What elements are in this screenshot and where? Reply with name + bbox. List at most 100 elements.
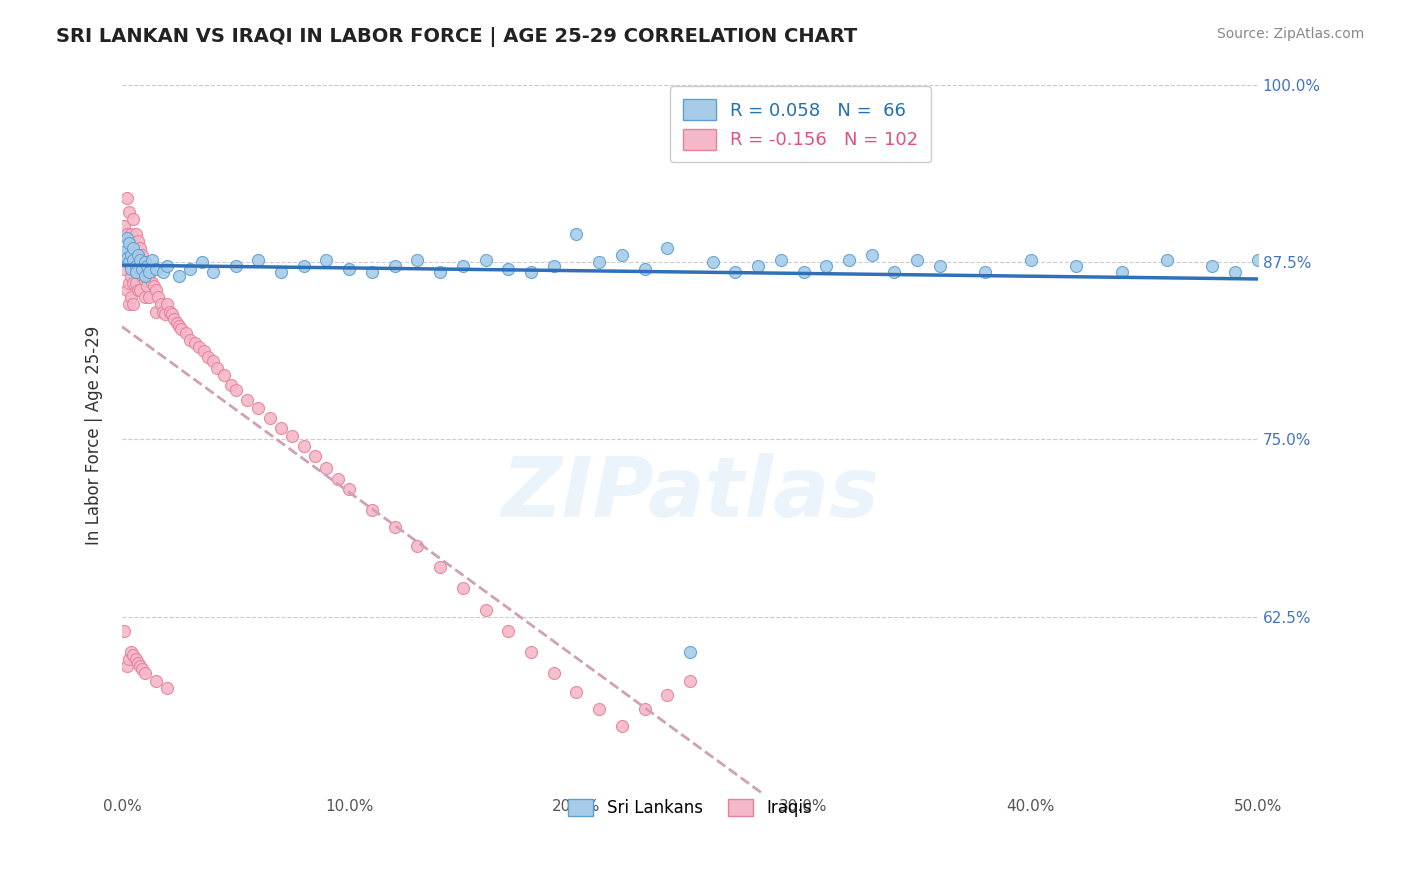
Point	[384, 520, 406, 534]
Point	[136, 259, 159, 273]
Text: SRI LANKAN VS IRAQI IN LABOR FORCE | AGE 25-29 CORRELATION CHART: SRI LANKAN VS IRAQI IN LABOR FORCE | AGE…	[56, 27, 858, 46]
Point	[120, 248, 142, 262]
Point	[134, 273, 156, 287]
Point	[129, 262, 152, 277]
Point	[270, 421, 292, 435]
Point	[1201, 259, 1223, 273]
Point	[134, 255, 156, 269]
Point	[159, 304, 181, 318]
Point	[193, 344, 215, 359]
Legend: Sri Lankans, Iraqis: Sri Lankans, Iraqis	[560, 790, 820, 825]
Point	[905, 253, 928, 268]
Point	[122, 255, 145, 269]
Point	[125, 255, 148, 269]
Point	[197, 350, 219, 364]
Point	[131, 662, 153, 676]
Point	[928, 259, 950, 273]
Point	[167, 269, 190, 284]
Point	[315, 460, 337, 475]
Point	[190, 255, 212, 269]
Point	[565, 685, 588, 699]
Point	[112, 244, 135, 259]
Point	[496, 624, 519, 638]
Point	[610, 248, 633, 262]
Point	[125, 259, 148, 273]
Point	[125, 276, 148, 290]
Point	[883, 265, 905, 279]
Point	[112, 219, 135, 234]
Point	[112, 624, 135, 638]
Point	[361, 265, 384, 279]
Text: ZIPatlas: ZIPatlas	[501, 452, 879, 533]
Point	[155, 307, 177, 321]
Point	[702, 255, 724, 269]
Point	[118, 276, 141, 290]
Point	[134, 290, 156, 304]
Point	[145, 262, 167, 277]
Point	[120, 262, 142, 277]
Point	[792, 265, 814, 279]
Point	[122, 276, 145, 290]
Point	[815, 259, 838, 273]
Point	[588, 255, 610, 269]
Point	[429, 560, 451, 574]
Point	[974, 265, 997, 279]
Point	[259, 411, 281, 425]
Point	[131, 262, 153, 277]
Point	[451, 259, 474, 273]
Point	[1247, 253, 1270, 268]
Point	[122, 241, 145, 255]
Point	[1019, 253, 1042, 268]
Point	[115, 191, 138, 205]
Point	[225, 259, 247, 273]
Point	[141, 276, 163, 290]
Point	[118, 255, 141, 269]
Point	[136, 279, 159, 293]
Point	[131, 269, 153, 284]
Point	[156, 259, 179, 273]
Point	[129, 241, 152, 255]
Point	[281, 429, 304, 443]
Point	[122, 212, 145, 227]
Point	[657, 688, 679, 702]
Point	[1111, 265, 1133, 279]
Point	[304, 450, 326, 464]
Point	[167, 318, 190, 333]
Point	[145, 304, 167, 318]
Point	[337, 482, 360, 496]
Point	[127, 283, 149, 297]
Point	[120, 290, 142, 304]
Point	[406, 253, 429, 268]
Point	[474, 253, 496, 268]
Point	[115, 231, 138, 245]
Point	[679, 645, 702, 659]
Point	[127, 248, 149, 262]
Point	[118, 297, 141, 311]
Point	[179, 333, 201, 347]
Point	[148, 290, 170, 304]
Point	[160, 307, 183, 321]
Point	[163, 311, 186, 326]
Point	[451, 582, 474, 596]
Point	[724, 265, 747, 279]
Point	[225, 383, 247, 397]
Point	[769, 253, 792, 268]
Point	[127, 234, 149, 248]
Point	[565, 227, 588, 241]
Point	[152, 265, 174, 279]
Point	[118, 255, 141, 269]
Point	[179, 262, 201, 277]
Point	[118, 236, 141, 251]
Point	[236, 392, 259, 407]
Point	[115, 255, 138, 269]
Point	[115, 659, 138, 673]
Point	[406, 539, 429, 553]
Point	[429, 265, 451, 279]
Point	[747, 259, 769, 273]
Point	[115, 251, 138, 265]
Point	[129, 283, 152, 297]
Point	[125, 652, 148, 666]
Point	[134, 269, 156, 284]
Point	[270, 265, 292, 279]
Point	[156, 681, 179, 695]
